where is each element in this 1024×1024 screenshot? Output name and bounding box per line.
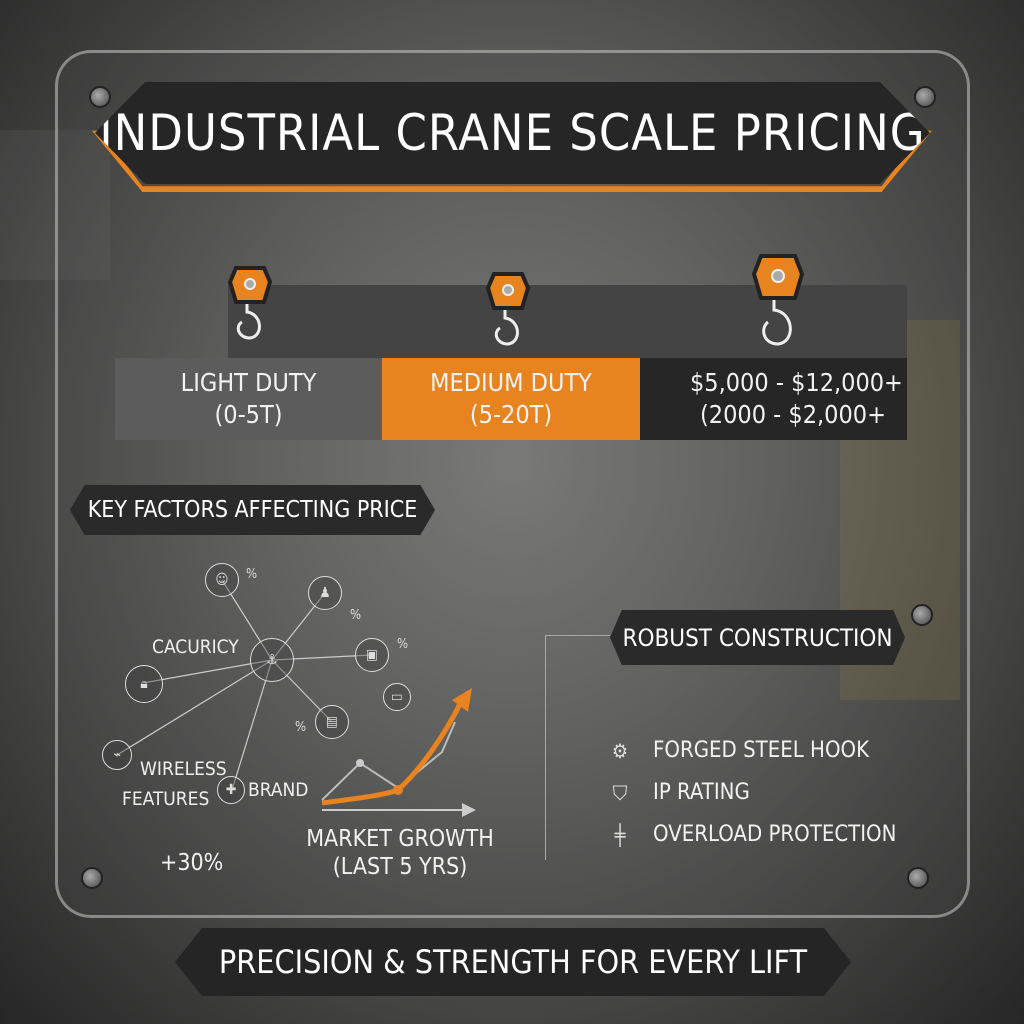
tier-label: MEDIUM DUTY	[430, 368, 592, 397]
data-point	[393, 785, 403, 795]
divider-line	[545, 635, 610, 636]
tier-capacity: (0-5T)	[214, 400, 283, 429]
connector-line	[116, 659, 273, 756]
screw-icon	[89, 86, 111, 108]
percent-label: %	[397, 637, 409, 652]
panel-frame	[55, 50, 970, 918]
footer-tagline: PRECISION & STRENGTH FOR EVERY LIFT	[175, 928, 851, 996]
feature-item: ⚙ FORGED STEEL HOOK	[605, 738, 869, 763]
feature-item: ⛉ IP RATING	[605, 780, 750, 805]
market-growth-caption: MARKET GROWTH (LAST 5 YRS)	[300, 825, 500, 881]
feature-item: ╪ OVERLOAD PROTECTION	[605, 822, 897, 847]
hook-icons	[227, 254, 805, 346]
gear-icon: ⚙	[611, 738, 629, 763]
percent-label: %	[295, 720, 307, 735]
page-title: INDUSTRIAL CRANE SCALE PRICING	[95, 82, 930, 184]
wireless-label: WIRELESS	[140, 758, 227, 780]
tier-capacity: (5-20T)	[469, 400, 553, 429]
screw-icon	[911, 604, 933, 626]
tier-light-duty: LIGHT DUTY (0-5T)	[115, 358, 382, 440]
screw-icon	[907, 867, 929, 889]
feature-label: FORGED STEEL HOOK	[653, 738, 870, 763]
shield-icon: ⛉	[612, 780, 628, 805]
percent-label: %	[246, 567, 258, 582]
price-range: $5,000 - $12,000+	[690, 368, 903, 397]
bag-icon: ▣	[355, 638, 389, 672]
feature-label: OVERLOAD PROTECTION	[653, 822, 897, 847]
brand-icon: ✚	[217, 776, 245, 804]
features-label: FEATURES	[122, 788, 210, 810]
tier-price: $5,000 - $12,000+ (2000 - $2,000+	[640, 358, 907, 440]
divider-line	[545, 635, 546, 860]
data-point	[356, 759, 364, 767]
tier-label: LIGHT DUTY	[180, 368, 317, 397]
hook-icon	[227, 266, 273, 340]
people-icon: ♟	[308, 576, 342, 610]
brand-label: BRAND	[248, 779, 309, 801]
percent-label: %	[350, 608, 362, 623]
connector-line	[231, 659, 273, 791]
growth-value: +30%	[160, 850, 224, 876]
hook-icon	[485, 272, 531, 346]
document-icon: ▤	[315, 705, 349, 739]
tier-medium-duty: MEDIUM DUTY (5-20T)	[382, 358, 640, 440]
price-range-secondary: (2000 - $2,000+	[700, 400, 886, 429]
market-growth-period: (LAST 5 YRS)	[332, 854, 468, 880]
wireless-icon: ⌁	[102, 740, 132, 770]
lock-icon: 🔒︎	[125, 665, 163, 703]
market-growth-label: MARKET GROWTH	[306, 826, 494, 852]
key-factors-heading: KEY FACTORS AFFECTING PRICE	[70, 485, 435, 535]
screw-icon	[914, 86, 936, 108]
axis-arrow	[462, 803, 476, 817]
hook-icon	[751, 254, 805, 346]
bolt-icon: ╪	[614, 822, 626, 847]
feature-label: IP RATING	[653, 780, 750, 805]
screw-icon	[81, 867, 103, 889]
worker-icon: ☺	[205, 563, 239, 597]
growth-arrow-head	[452, 688, 472, 712]
card-icon: ▭	[383, 683, 411, 711]
construction-heading: ROBUST CONSTRUCTION	[610, 610, 905, 665]
crane-hub-icon: ⚓	[250, 638, 294, 682]
capacity-label: CACURICY	[152, 636, 239, 658]
